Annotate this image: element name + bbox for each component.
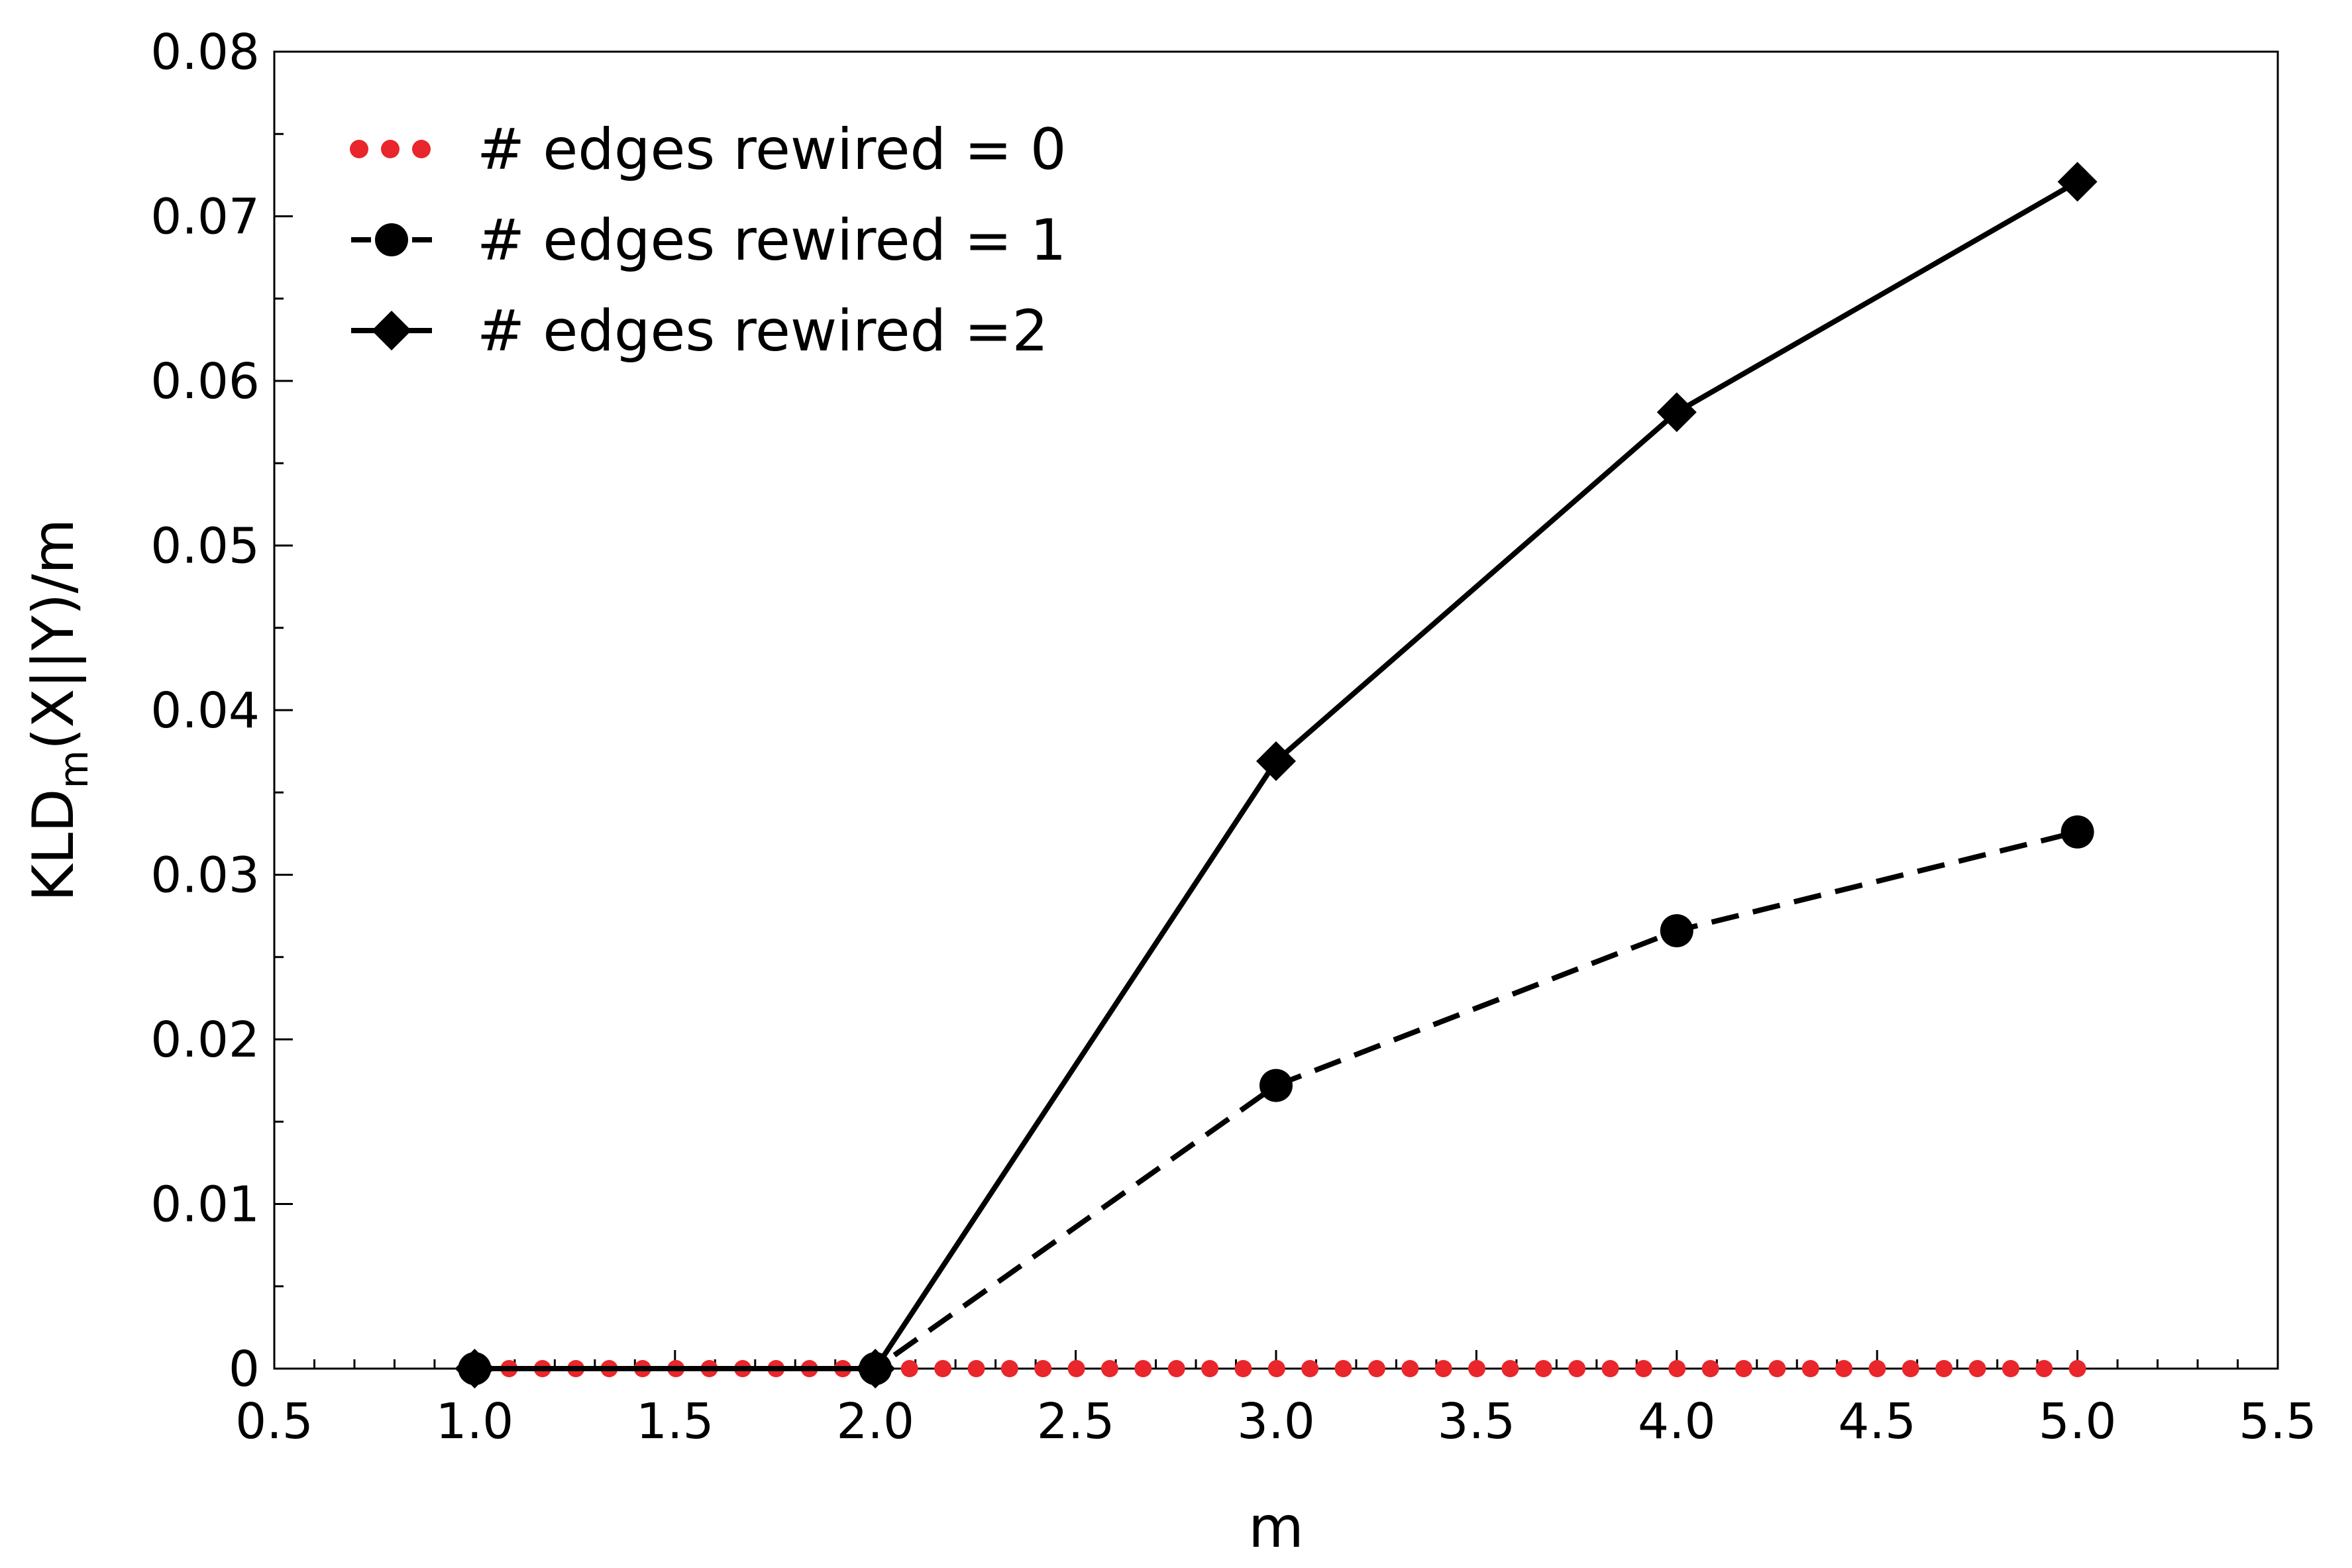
diamond-marker (855, 1349, 896, 1388)
legend: # edges rewired = 0 # edges rewired = 1 # … (350, 117, 1067, 364)
series-0-dot (1568, 1360, 1586, 1377)
series-0-dot (1634, 1360, 1652, 1377)
tick-labels: 0.5 1.0 1.5 2.0 2.5 3.0 3.5 4.0 4.5 5.0 5.5 0 0.01 0.… (150, 24, 2317, 1450)
legend-dot (381, 140, 400, 158)
y-axis-title-main: KLD (21, 789, 87, 902)
y-axis-title-subscript: m (51, 750, 97, 788)
series-0-dot (1367, 1360, 1385, 1377)
y-tick-label: 0 (229, 1341, 260, 1398)
series-0-dot (2068, 1360, 2086, 1377)
series-0-dot (1067, 1360, 1085, 1377)
diamond-marker (454, 1349, 495, 1388)
diamond-marker (1656, 392, 1697, 433)
diamond-marker (1256, 741, 1296, 782)
series-0-dot (2035, 1360, 2053, 1377)
x-tick-label: 2.5 (1037, 1393, 1115, 1450)
series-0-dot (1100, 1360, 1118, 1377)
y-tick-label: 0.01 (150, 1176, 260, 1233)
y-axis-title: KLDm(X||Y)/m (21, 519, 97, 902)
series-0-dot (1134, 1360, 1152, 1377)
series-0-dot (900, 1360, 918, 1377)
series-0-dot (1401, 1360, 1419, 1377)
x-tick-label: 5.5 (2239, 1393, 2317, 1450)
legend-dot (412, 140, 431, 158)
legend-label: # edges rewired = 0 (477, 117, 1067, 183)
series-0-dot (967, 1360, 985, 1377)
series-0-dot (1835, 1360, 1853, 1377)
series-2 (454, 162, 2098, 1388)
series-0-dot (1968, 1360, 1986, 1377)
diamond-marker (2057, 162, 2098, 202)
series-0-dot (1735, 1360, 1752, 1377)
y-tick-label: 0.02 (150, 1012, 260, 1069)
series-1 (458, 815, 2094, 1385)
series-0-dot (1601, 1360, 1619, 1377)
series-0-dot (1468, 1360, 1486, 1377)
series-0-dot (1868, 1360, 1886, 1377)
x-tick-label: 5.0 (2039, 1393, 2117, 1450)
y-axis-title-rest: (X||Y)/m (21, 519, 87, 750)
x-tick-label: 0.5 (235, 1393, 313, 1450)
x-tick-label: 2.0 (836, 1393, 914, 1450)
series-layer (454, 162, 2098, 1388)
series-0-dot (1334, 1360, 1352, 1377)
circle-marker (1660, 914, 1693, 947)
legend-label: # edges rewired = 1 (477, 207, 1067, 274)
series-0-dot (934, 1360, 952, 1377)
series-0-dot (1701, 1360, 1719, 1377)
series-0-dot (1768, 1360, 1786, 1377)
series-0-dot (2002, 1360, 2019, 1377)
x-tick-label: 1.5 (636, 1393, 714, 1450)
series-0-dot (1801, 1360, 1819, 1377)
legend-circle-marker (375, 223, 408, 256)
y-tick-label: 0.07 (150, 189, 260, 246)
y-tick-label: 0.08 (150, 24, 260, 81)
x-tick-label: 4.0 (1638, 1393, 1716, 1450)
y-tick-label: 0.04 (150, 682, 260, 739)
series-0-dot (1301, 1360, 1319, 1377)
x-tick-label: 3.5 (1438, 1393, 1516, 1450)
series-0-dot (1501, 1360, 1519, 1377)
legend-label: # edges rewired =2 (477, 298, 1048, 364)
series-0-dot (1434, 1360, 1452, 1377)
series-0-dot (1901, 1360, 1919, 1377)
legend-diamond-marker (372, 311, 411, 350)
x-axis-title: m (1248, 1494, 1304, 1561)
series-0-dot (1000, 1360, 1018, 1377)
y-tick-label: 0.06 (150, 353, 260, 410)
series-0-dot (1034, 1360, 1052, 1377)
circle-marker (2060, 815, 2094, 849)
series-0-dot (1201, 1360, 1219, 1377)
legend-item: # edges rewired = 0 (350, 117, 1067, 183)
legend-dot (350, 140, 368, 158)
circle-marker (1259, 1069, 1293, 1102)
series-0-dot (1534, 1360, 1552, 1377)
x-tick-label: 4.5 (1838, 1393, 1916, 1450)
series-0-dot (1234, 1360, 1252, 1377)
series-0-dot (1167, 1360, 1185, 1377)
series-0-dot (1935, 1360, 1953, 1377)
legend-item: # edges rewired =2 (351, 298, 1048, 364)
series-0-dot (1267, 1360, 1285, 1377)
series-0-dot (1668, 1360, 1686, 1377)
x-tick-label: 1.0 (436, 1393, 514, 1450)
x-tick-label: 3.0 (1237, 1393, 1315, 1450)
legend-item: # edges rewired = 1 (351, 207, 1067, 274)
y-tick-label: 0.03 (150, 847, 260, 904)
y-tick-label: 0.05 (150, 518, 260, 575)
